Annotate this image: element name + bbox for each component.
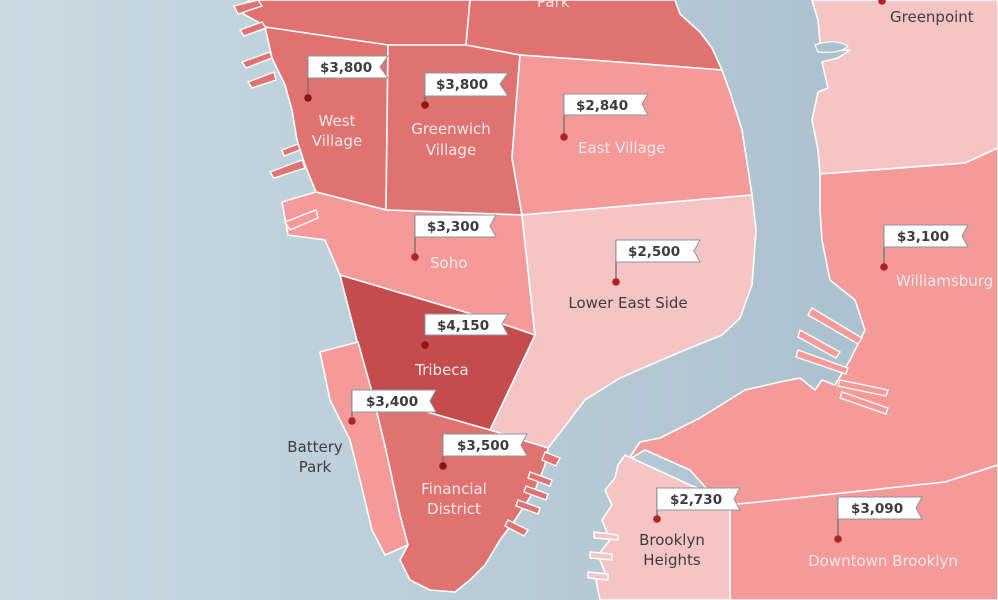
east-river-piers bbox=[504, 451, 561, 537]
price-east-village: $2,840 bbox=[576, 98, 628, 114]
location-dot bbox=[304, 94, 312, 102]
location-dot bbox=[439, 462, 447, 470]
price-brooklyn-heights: $2,730 bbox=[670, 492, 722, 508]
label-williamsburg: Williamsburg bbox=[896, 272, 993, 290]
marker-downtown-brooklyn[interactable]: $3,090 Downtown Brooklyn bbox=[808, 496, 958, 570]
location-dot bbox=[411, 253, 419, 261]
label-soho: Soho bbox=[430, 254, 467, 272]
region-greenpoint[interactable] bbox=[811, 0, 998, 175]
brooklyn-heights-piers bbox=[587, 531, 619, 581]
label-battery-park-1: Battery bbox=[287, 438, 343, 456]
price-financial-district: $3,500 bbox=[457, 438, 509, 454]
marker-williamsburg[interactable]: $3,100 Williamsburg bbox=[880, 224, 993, 290]
price-battery-park: $3,400 bbox=[366, 394, 418, 410]
marker-east-village[interactable]: $2,840 East Village bbox=[560, 93, 666, 157]
label-financial-district-1: Financial bbox=[421, 480, 487, 498]
marker-battery-park[interactable]: $3,400 Battery Park bbox=[287, 389, 437, 476]
label-financial-district-2: District bbox=[427, 500, 481, 518]
marker-financial-district[interactable]: $3,500 Financial District bbox=[421, 433, 528, 518]
label-brooklyn-heights-1: Brooklyn bbox=[639, 531, 705, 549]
price-greenwich-village: $3,800 bbox=[436, 77, 488, 93]
label-greenwich-village-1: Greenwich bbox=[411, 120, 491, 138]
marker-lower-east-side[interactable]: $2,500 Lower East Side bbox=[568, 239, 701, 312]
location-dot bbox=[560, 133, 568, 141]
label-battery-park-2: Park bbox=[299, 458, 332, 476]
marker-brooklyn-heights[interactable]: $2,730 Brooklyn Heights bbox=[639, 487, 741, 569]
location-dot bbox=[880, 263, 888, 271]
marker-soho[interactable]: $3,300 Soho bbox=[411, 214, 497, 272]
marker-west-village[interactable]: $3,800 West Village bbox=[304, 55, 389, 150]
marker-park[interactable]: Park bbox=[537, 0, 570, 11]
region-downtown-brooklyn[interactable] bbox=[729, 464, 998, 600]
location-dot bbox=[612, 278, 620, 286]
label-east-village: East Village bbox=[578, 139, 666, 157]
hudson-piers bbox=[232, 0, 306, 179]
price-soho: $3,300 bbox=[427, 219, 479, 235]
label-tribeca: Tribeca bbox=[414, 361, 468, 379]
location-dot bbox=[834, 535, 842, 543]
region-battery-park[interactable] bbox=[319, 341, 409, 556]
price-west-village: $3,800 bbox=[320, 60, 372, 76]
label-lower-east-side: Lower East Side bbox=[568, 294, 687, 312]
location-dot bbox=[348, 417, 356, 425]
label-brooklyn-heights-2: Heights bbox=[643, 551, 701, 569]
price-williamsburg: $3,100 bbox=[897, 229, 949, 245]
soho-piers bbox=[283, 209, 319, 231]
region-east-village[interactable] bbox=[511, 54, 753, 216]
label-downtown-brooklyn: Downtown Brooklyn bbox=[808, 552, 958, 570]
label-greenpoint: Greenpoint bbox=[890, 8, 974, 26]
location-dot bbox=[878, 0, 886, 5]
label-park: Park bbox=[537, 0, 570, 11]
marker-tribeca[interactable]: $4,150 Tribeca bbox=[414, 313, 509, 379]
marker-greenpoint[interactable]: Greenpoint bbox=[878, 0, 974, 26]
location-dot bbox=[421, 341, 429, 349]
marker-greenwich-village[interactable]: $3,800 Greenwich Village bbox=[411, 72, 509, 159]
location-dot bbox=[421, 101, 429, 109]
location-dot bbox=[653, 515, 661, 523]
price-lower-east-side: $2,500 bbox=[628, 244, 680, 260]
williamsburg-piers bbox=[795, 307, 889, 415]
label-west-village-2: Village bbox=[312, 132, 362, 150]
label-west-village-1: West bbox=[319, 112, 356, 130]
price-tribeca: $4,150 bbox=[437, 318, 489, 334]
price-downtown-brooklyn: $3,090 bbox=[851, 501, 903, 517]
newtown-creek bbox=[814, 41, 849, 53]
label-greenwich-village-2: Village bbox=[426, 141, 476, 159]
